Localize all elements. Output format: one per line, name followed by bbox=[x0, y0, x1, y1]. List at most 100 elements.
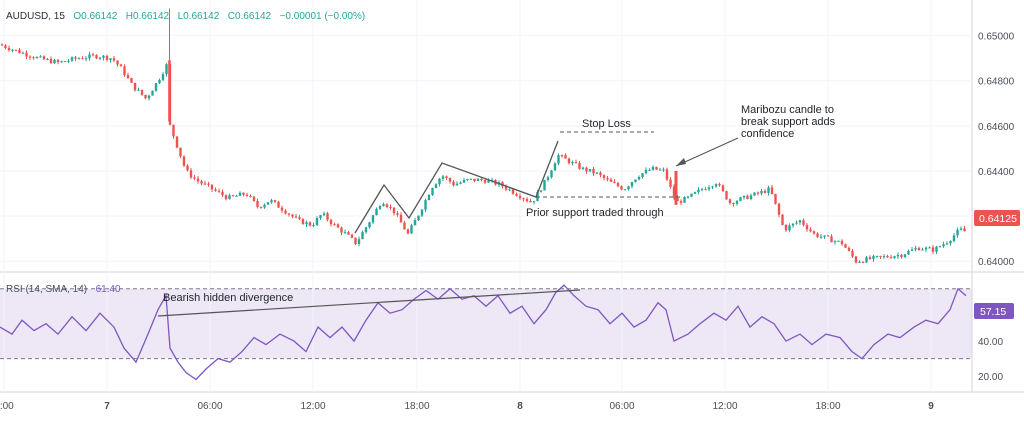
rsi-legend[interactable]: RSI (14, SMA, 14) 61.40 bbox=[6, 279, 121, 296]
candle-body bbox=[935, 246, 938, 252]
time-tick-label: 9 bbox=[928, 401, 934, 412]
candle-body bbox=[193, 177, 196, 179]
rsi-band bbox=[0, 288, 972, 359]
candle-body bbox=[928, 247, 931, 249]
candle-body bbox=[963, 228, 966, 232]
candle-body bbox=[746, 195, 749, 200]
candle-body bbox=[924, 247, 928, 250]
candle-body bbox=[424, 200, 427, 210]
candle-body bbox=[602, 175, 606, 179]
candle-body bbox=[697, 189, 700, 193]
price-pane[interactable] bbox=[0, 0, 972, 272]
time-tick-label: 12:00 bbox=[712, 401, 737, 412]
candle-body bbox=[175, 136, 179, 148]
candle-body bbox=[487, 180, 490, 183]
time-axis[interactable]: 3:00 7 06:00 12:00 18:00 8 06:00 12:00 18:00 9 bbox=[0, 401, 934, 412]
candle-body bbox=[245, 194, 249, 196]
annotation-arrow-line bbox=[675, 137, 739, 167]
candle-body bbox=[459, 182, 462, 184]
candle-body bbox=[714, 184, 718, 187]
candle-body bbox=[711, 186, 714, 188]
ohlc-close: C0.66142 bbox=[228, 11, 272, 22]
candle-body bbox=[238, 192, 242, 196]
candle-body bbox=[564, 155, 567, 159]
candle-body bbox=[35, 56, 39, 59]
candle-body bbox=[879, 255, 882, 257]
candle-body bbox=[515, 193, 518, 196]
rsi-tick-label: 20.00 bbox=[978, 372, 1003, 383]
candle-body bbox=[74, 57, 77, 59]
last-price-badge bbox=[974, 210, 1020, 226]
candle-body bbox=[389, 207, 392, 209]
candle-body bbox=[819, 236, 823, 238]
arrow-head-icon bbox=[676, 158, 686, 166]
candle-body bbox=[189, 170, 193, 178]
candle-body bbox=[760, 190, 763, 194]
time-tick-label: 18:00 bbox=[404, 401, 429, 412]
zigzag-drawing bbox=[354, 140, 559, 234]
ohlc-low: L0.66142 bbox=[178, 11, 220, 22]
candle-body bbox=[399, 214, 403, 223]
candle-body bbox=[137, 89, 140, 91]
candle-body bbox=[648, 169, 651, 171]
candle-body bbox=[392, 207, 396, 214]
candle-body bbox=[98, 57, 102, 59]
marubozu-note-line-3: confidence bbox=[741, 128, 794, 140]
candle-body bbox=[266, 202, 270, 205]
candle-body bbox=[235, 195, 238, 197]
candle-body bbox=[553, 163, 557, 171]
price-tick-label: 0.64800 bbox=[978, 77, 1015, 88]
rsi-name: RSI (14, SMA, 14) bbox=[6, 284, 87, 295]
time-tick-label: 8 bbox=[517, 401, 523, 412]
candle-body bbox=[777, 203, 781, 215]
candle-body bbox=[417, 215, 420, 221]
ohlc-high: H0.66142 bbox=[126, 11, 170, 22]
candle-body bbox=[67, 60, 70, 62]
candle-body bbox=[382, 204, 385, 207]
candle-body bbox=[872, 256, 875, 260]
candle-body bbox=[606, 178, 609, 180]
candle-body bbox=[343, 232, 347, 234]
candle-body bbox=[525, 199, 529, 202]
candle-body bbox=[455, 183, 459, 186]
candle-body bbox=[662, 169, 665, 171]
candle-body bbox=[329, 219, 333, 225]
candle-body bbox=[952, 235, 956, 241]
time-tick-label: 18:00 bbox=[815, 401, 840, 412]
candle-body bbox=[882, 256, 886, 258]
candle-body bbox=[616, 183, 620, 187]
candle-body bbox=[630, 182, 634, 187]
candle-body bbox=[949, 240, 952, 244]
candle-body bbox=[466, 179, 469, 181]
candle-body bbox=[203, 183, 207, 185]
stop-loss-label: Stop Loss bbox=[582, 118, 631, 130]
candle-body bbox=[823, 235, 826, 237]
candle-body bbox=[385, 204, 389, 208]
time-tick-label: 06:00 bbox=[609, 401, 634, 412]
candle-body bbox=[893, 256, 896, 258]
candle-body bbox=[32, 57, 35, 59]
price-axis[interactable]: 0.650000.648000.646000.644000.642000.640… bbox=[978, 32, 1015, 269]
candle-body bbox=[784, 224, 788, 231]
candle-body bbox=[945, 243, 949, 245]
candle-body bbox=[816, 233, 819, 237]
candle-body bbox=[560, 155, 564, 157]
candle-body bbox=[707, 187, 711, 190]
candle-body bbox=[896, 254, 900, 257]
candle-body bbox=[585, 167, 588, 172]
candle-body bbox=[242, 192, 245, 195]
prior-support-label: Prior support traded through bbox=[526, 207, 664, 219]
candle-body bbox=[844, 244, 847, 248]
candle-body bbox=[704, 189, 707, 191]
candle-body bbox=[280, 207, 284, 211]
candle-body bbox=[410, 225, 413, 234]
candle-body bbox=[567, 158, 571, 164]
candle-body bbox=[812, 231, 816, 234]
symbol-legend[interactable]: AUDUSD, 15 O0.66142 H0.66142 L0.66142 C0… bbox=[6, 6, 365, 23]
candle-body bbox=[837, 240, 840, 242]
candle-body bbox=[861, 261, 865, 263]
candle-body bbox=[914, 248, 917, 250]
candle-body bbox=[644, 169, 648, 174]
ohlc-change: −0.00001 (−0.00%) bbox=[280, 11, 366, 22]
